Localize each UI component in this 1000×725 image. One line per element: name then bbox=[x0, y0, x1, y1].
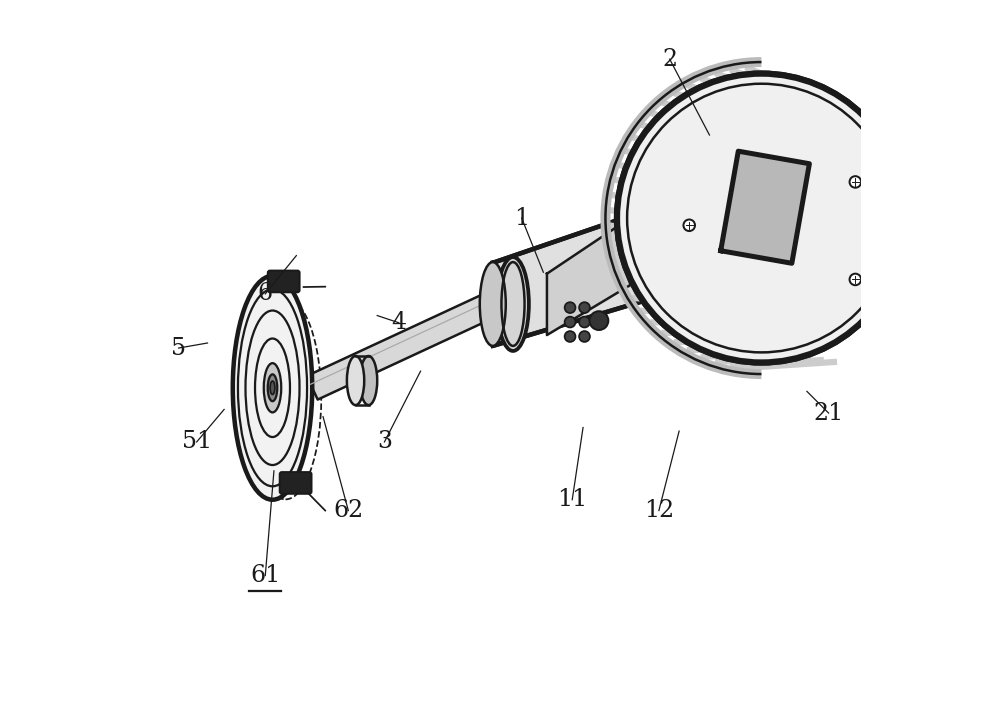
Ellipse shape bbox=[637, 200, 673, 308]
Circle shape bbox=[565, 331, 575, 342]
Text: 3: 3 bbox=[377, 431, 392, 453]
Text: 4: 4 bbox=[391, 311, 406, 334]
Text: 5: 5 bbox=[171, 336, 186, 360]
Text: 61: 61 bbox=[250, 564, 280, 587]
Polygon shape bbox=[307, 282, 520, 399]
Circle shape bbox=[579, 302, 590, 313]
Text: 21: 21 bbox=[813, 402, 844, 425]
Polygon shape bbox=[493, 207, 655, 346]
Circle shape bbox=[850, 273, 861, 285]
Circle shape bbox=[850, 176, 861, 188]
Ellipse shape bbox=[497, 257, 529, 351]
Circle shape bbox=[590, 311, 608, 330]
Text: 12: 12 bbox=[644, 499, 674, 522]
Text: 2: 2 bbox=[662, 48, 677, 70]
Polygon shape bbox=[721, 152, 809, 263]
Polygon shape bbox=[646, 207, 726, 280]
Circle shape bbox=[617, 74, 906, 362]
Ellipse shape bbox=[233, 276, 312, 500]
Circle shape bbox=[579, 317, 590, 328]
Text: 51: 51 bbox=[182, 431, 212, 453]
Ellipse shape bbox=[264, 363, 281, 413]
FancyBboxPatch shape bbox=[280, 472, 312, 494]
Text: 6: 6 bbox=[258, 283, 273, 305]
Ellipse shape bbox=[687, 202, 746, 262]
Ellipse shape bbox=[270, 381, 275, 394]
Ellipse shape bbox=[480, 262, 506, 346]
Circle shape bbox=[579, 331, 590, 342]
Circle shape bbox=[617, 74, 906, 362]
Circle shape bbox=[565, 302, 575, 313]
Text: 11: 11 bbox=[557, 488, 587, 511]
Ellipse shape bbox=[268, 374, 277, 401]
Text: 62: 62 bbox=[333, 499, 363, 522]
Circle shape bbox=[683, 220, 695, 231]
FancyBboxPatch shape bbox=[268, 270, 300, 292]
Circle shape bbox=[565, 317, 575, 328]
Polygon shape bbox=[547, 218, 630, 335]
Ellipse shape bbox=[347, 356, 364, 405]
Text: 1: 1 bbox=[514, 207, 529, 230]
Ellipse shape bbox=[360, 356, 377, 405]
